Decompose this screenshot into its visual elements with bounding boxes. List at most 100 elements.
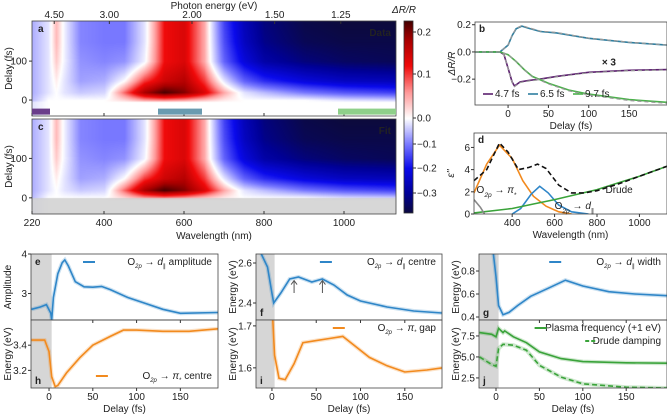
series-group	[259, 254, 442, 315]
y-tick-label: 7.5	[461, 331, 475, 342]
y-tick-label: 3.4	[13, 341, 27, 352]
x-axis-label: Delay (fs)	[328, 404, 371, 415]
label-part-sym: π	[172, 371, 179, 382]
panel-frame-i	[255, 319, 443, 389]
panel-frame-d	[473, 132, 667, 215]
colorbar-tick-label: −0.3	[417, 189, 437, 200]
x-tick-label: 150	[618, 392, 635, 403]
x-tick-label: 1000	[333, 218, 356, 229]
x-tick-label: 50	[87, 392, 99, 403]
label-part-main: O	[127, 257, 135, 268]
panel-label: j	[482, 376, 486, 387]
label-part-sub: 2p	[374, 264, 382, 270]
panel-frame-a	[31, 20, 397, 117]
top-tick-label: 4.50	[44, 10, 64, 21]
panel-title: Data	[369, 28, 391, 39]
x-axis-label: Delay (fs)	[103, 404, 146, 415]
y-tick-label: 0	[464, 210, 470, 221]
panel-frame-b	[474, 21, 667, 106]
label-part-mid: →	[611, 257, 627, 268]
y-tick-label: 2.4	[238, 299, 252, 310]
legend-label: 4.7 fs	[495, 89, 519, 100]
x-tick-label: 100	[352, 392, 369, 403]
arrow-head	[319, 279, 326, 285]
y-tick-label: 2.5	[461, 373, 475, 384]
colorbar-tick-label: 0.1	[417, 70, 431, 81]
series-group	[479, 324, 667, 388]
x-tick-label: 50	[543, 109, 555, 120]
y-tick-label: 4	[464, 165, 470, 176]
panel-frame-j	[478, 319, 667, 389]
y-tick-label: 0.2	[457, 20, 471, 31]
y-axis-label: Amplitude	[3, 264, 14, 309]
y-axis-label: Energy (eV)	[228, 327, 239, 380]
x-tick-label: 0	[493, 392, 499, 403]
label-part-sym: π	[408, 323, 415, 334]
y-axis-label: Energy (eV)	[451, 260, 462, 313]
x-axis-label: Delay (fs)	[552, 404, 595, 415]
curve-label: O2p → π*	[477, 185, 517, 199]
x-tick-label: 50	[311, 392, 323, 403]
panel-label: b	[479, 24, 485, 35]
x-tick-label: 400	[96, 218, 113, 229]
y-tick-label: 3.2	[13, 366, 27, 377]
label-part-main: O	[477, 185, 485, 196]
pre-zero-shade	[256, 320, 275, 388]
y-tick-label: 1.7	[238, 321, 252, 332]
label-part-post: width	[635, 257, 661, 268]
legend-label: O2p → d∥ amplitude	[127, 257, 212, 270]
series-fit-1	[475, 24, 667, 53]
pre-zero-shade	[479, 320, 499, 388]
label-part-sub: 2p	[561, 208, 570, 215]
y-tick-label: 5.0	[461, 352, 475, 363]
wavelength-band-1	[158, 108, 202, 115]
label-part-sub: 2p	[603, 264, 611, 270]
y-tick-label: 100	[10, 57, 27, 68]
colorbar-tick-label: −0.2	[417, 164, 437, 175]
x-axis-label: Wavelength (nm)	[533, 230, 609, 241]
label-part-mid: →	[142, 257, 158, 268]
label-part-post: amplitude	[166, 257, 213, 268]
x-tick-label: 100	[128, 392, 145, 403]
y-tick-label: 4	[21, 250, 27, 261]
x-tick-label: 100	[580, 109, 597, 120]
series-group	[31, 326, 218, 388]
series-line-1	[479, 343, 667, 388]
y-tick-label: 100	[10, 154, 27, 165]
y-tick-label: 1.6	[238, 363, 252, 374]
label-part-symsub: ∥	[163, 263, 166, 270]
label-part-symsub: ∥	[632, 263, 635, 270]
series-line-0	[474, 143, 572, 214]
panel-label: a	[38, 24, 44, 35]
heatmap-fit-canvas	[32, 119, 396, 214]
pre-zero-shade	[31, 320, 52, 388]
top-tick-label: 2.00	[182, 10, 202, 21]
panel-label: d	[478, 135, 484, 146]
heatmap-data-canvas	[32, 21, 396, 116]
label-part-sym: d	[397, 257, 403, 268]
series-group	[270, 320, 442, 382]
colorbar-title: ΔR/R	[391, 5, 416, 16]
series-line-0	[479, 326, 667, 364]
label-part-mid: →	[570, 201, 586, 212]
x-tick-label: 150	[621, 109, 638, 120]
label-part-symsub: ∥	[402, 263, 405, 270]
series-group	[491, 254, 667, 318]
label-part-sym: d	[626, 257, 632, 268]
panel-label: g	[483, 308, 489, 319]
series-line-0	[492, 254, 667, 316]
series-line-4	[474, 141, 667, 194]
legend-label: O2p → d∥ centre	[367, 257, 436, 270]
legend-label: 9.7 fs	[585, 89, 609, 100]
curve-label: O2p → d∥	[555, 201, 595, 215]
x-tick-label: 220	[24, 218, 41, 229]
wavelength-band-2	[338, 108, 396, 115]
label-part-mid: →	[392, 323, 408, 334]
label-part-mid: →	[492, 185, 508, 196]
y-tick-label: 6	[464, 143, 470, 154]
legend-label: O2p → d∥ width	[596, 257, 661, 270]
label-part-post: gap	[417, 323, 437, 334]
legend-label: 6.5 fs	[540, 89, 564, 100]
